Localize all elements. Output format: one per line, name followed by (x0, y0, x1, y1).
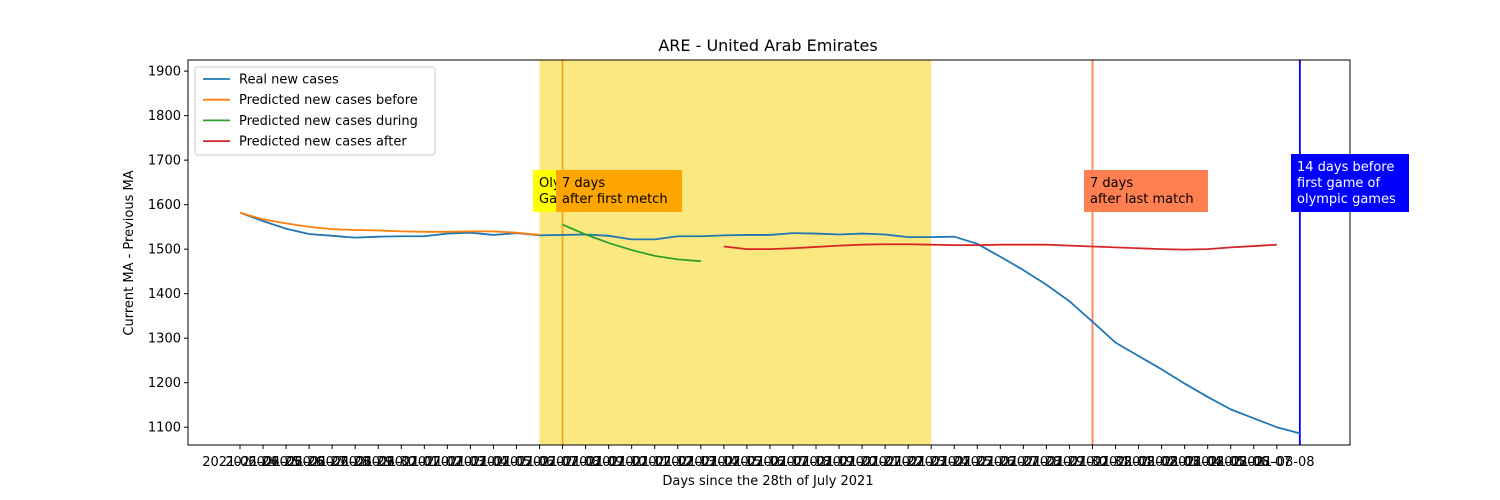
y-tick-label: 1400 (148, 287, 181, 302)
x-tick-label: 2021-06-26 (248, 455, 324, 470)
predicted-before-line (239, 211, 540, 236)
annotation-box (1084, 170, 1208, 212)
x-tick-label: 2021-07-04 (433, 455, 509, 470)
x-tick-label: 2021-07-25 (916, 455, 992, 470)
x-tick-label: 2021-07-18 (755, 455, 831, 470)
x-tick-label: 2021-07-03 (410, 455, 486, 470)
x-tick-label: 2021-06-30 (340, 455, 416, 470)
annotation-text: 14 days before (1297, 160, 1394, 175)
y-tick-label: 1500 (148, 243, 181, 258)
legend-label: Predicted new cases during (239, 114, 418, 129)
x-tick-label: 2021-06-27 (271, 455, 347, 470)
x-tick-label: 2021-07-02 (387, 455, 463, 470)
x-tick-label: 2021-06-28 (294, 455, 370, 470)
legend: Real new cases Predicted new cases before… (194, 66, 436, 156)
y-tick-label: 1900 (148, 65, 181, 80)
legend-label: Real new cases (239, 73, 339, 88)
x-tick-label: 2021-07-30 (1032, 455, 1108, 470)
x-tick-label: 2021-06-29 (317, 455, 393, 470)
x-tick-label: 2021-07-22 (847, 455, 923, 470)
x-tick-label: 2021-07-08 (525, 455, 601, 470)
x-tick-label: 2021-07-06 (479, 455, 555, 470)
annotation-text: first game of (1297, 176, 1381, 191)
x-tick-label: 2021-08-04 (1147, 455, 1223, 470)
x-tick-label: 2021-07-26 (939, 455, 1015, 470)
x-tick-label: 2021-06-24 (202, 455, 278, 470)
y-tick-label: 1700 (148, 154, 181, 169)
y-tick-label: 1100 (148, 421, 181, 436)
x-tick-label: 2021-07-24 (893, 455, 969, 470)
annotation-text: Oly (539, 176, 561, 191)
x-tick-label: 2021-07-07 (502, 455, 578, 470)
x-tick-label: 2021-07-10 (571, 455, 647, 470)
y-axis-label: Current MA - Previous MA (122, 170, 137, 335)
legend-label: Predicted new cases before (239, 93, 418, 108)
x-tick-label: 2021-07-09 (548, 455, 624, 470)
x-tick-label: 2021-07-12 (617, 455, 693, 470)
y-tick-label: 1600 (148, 198, 181, 213)
x-tick-label: 2021-06-25 (225, 455, 301, 470)
predicted-during-line (562, 223, 701, 263)
x-tick-label: 2021-07-01 (363, 455, 439, 470)
shaded-period (539, 60, 932, 445)
x-tick-label: 2021-07-28 (986, 455, 1062, 470)
y-tick-label: 1200 (148, 376, 181, 391)
x-tick-label: 2021-07-19 (778, 455, 854, 470)
x-tick-label: 2021-07-27 (963, 455, 1039, 470)
x-tick-label: 2021-08-06 (1193, 455, 1269, 470)
x-tick-label: 2021-07-29 (1009, 455, 1085, 470)
legend-label: Predicted new cases after (239, 135, 407, 150)
x-tick-label: 2021-08-03 (1124, 455, 1200, 470)
x-tick-label: 2021-07-11 (594, 455, 670, 470)
annotation-text: after last match (1090, 192, 1194, 207)
annotation-text: 7 days (1090, 176, 1133, 191)
predicted-after-line (723, 243, 1277, 251)
x-tick-label: 2021-08-05 (1170, 455, 1246, 470)
x-tick-label: 2021-07-13 (640, 455, 716, 470)
series-group (239, 211, 1301, 435)
x-tick-label: 2021-07-20 (801, 455, 877, 470)
x-tick-label: 2021-07-23 (870, 455, 946, 470)
annotation-text: Ga (539, 192, 557, 207)
x-tick-label: 2021-08-08 (1239, 455, 1315, 470)
annotation-box (533, 170, 557, 212)
annotation-box (556, 170, 682, 212)
x-tick-label: 2021-07-17 (732, 455, 808, 470)
annotation-text: 7 days (562, 176, 605, 191)
x-axis-label: Days since the 28th of July 2021 (662, 474, 873, 489)
x-tick-label: 2021-07-21 (824, 455, 900, 470)
x-tick-label: 2021-07-05 (456, 455, 532, 470)
annotation-text: after first metch (562, 192, 668, 207)
x-tick-label: 2021-08-02 (1101, 455, 1177, 470)
x-tick-label: 2021-08-01 (1078, 455, 1154, 470)
x-tick-label: 2021-07-16 (709, 455, 785, 470)
x-tick-label: 2021-08-07 (1216, 455, 1292, 470)
real-cases-line (239, 211, 1301, 435)
plot-frame (187, 59, 1351, 446)
chart-title: ARE - United Arab Emirates (658, 36, 877, 55)
y-tick-label: 1300 (148, 332, 181, 347)
legend-box (194, 66, 436, 156)
y-tick-label: 1800 (148, 109, 181, 124)
annotation-text: olympic games (1297, 192, 1396, 207)
x-tick-label: 2021-07-31 (1055, 455, 1131, 470)
annotation-box (1291, 154, 1409, 212)
x-tick-label: 2021-07-15 (686, 455, 762, 470)
x-tick-label: 2021-07-14 (663, 455, 739, 470)
